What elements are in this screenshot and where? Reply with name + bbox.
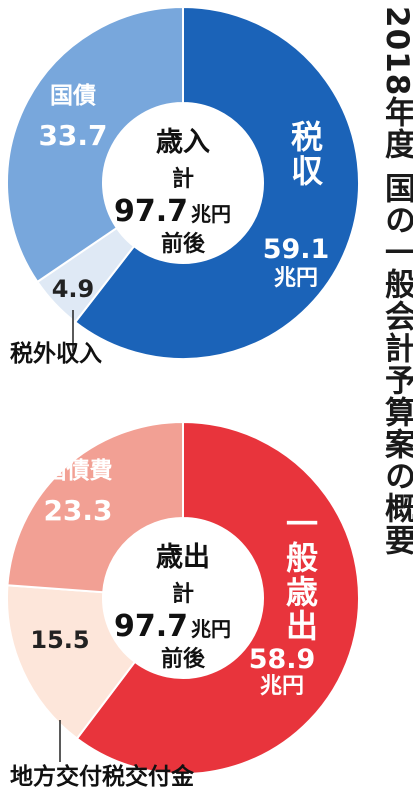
donut2-slice-1-label: 一: [286, 505, 318, 543]
donut1-slice-3: [6, 5, 184, 284]
donut1-slice-3-value: 33.7: [38, 119, 107, 152]
donut1-center-title: 歳入: [156, 127, 210, 158]
donut1-center-unit: 兆円: [191, 202, 231, 226]
donut2-slice-1-label: 般: [286, 539, 318, 577]
donut1-center-note: 前後: [161, 231, 206, 257]
donut2-slice-3: [6, 420, 184, 594]
donut2-slice-3-label: 国債費: [44, 458, 113, 484]
donut1-center-sub: 計: [172, 166, 194, 192]
donut2-slice-1: [75, 420, 360, 775]
donut1-center-total: 97.7: [114, 194, 188, 229]
chart-title: 2018年度 国の一般会計予算案の概要: [379, 6, 413, 557]
donut1-slice-1-unit: 兆円: [274, 266, 318, 291]
donut2-slice-2-value: 15.5: [30, 626, 89, 654]
donut1-slice-1: [73, 5, 360, 360]
donut2-center-note: 前後: [161, 646, 206, 672]
donut1-slice-2-value: 4.9: [52, 275, 95, 303]
donut1-slice-2-label: 税外収入: [10, 340, 102, 367]
donut2-slice-1-label: 歳: [286, 573, 318, 611]
donut2-center-unit: 兆円: [191, 617, 231, 641]
donut1-slice-1-label: 収: [291, 152, 323, 190]
donut2-slice-1-value: 58.9: [249, 644, 316, 675]
donut1-slice-1-value: 59.1: [263, 234, 330, 265]
donut2-slice-1-label: 出: [286, 607, 318, 645]
donut2-slice-1-unit: 兆円: [260, 674, 304, 699]
donut2-slice-2: [6, 584, 137, 740]
donut2-center-title: 歳出: [156, 542, 210, 573]
donut2-slice-3-value: 23.3: [43, 494, 112, 527]
donut1-slice-1-label: 税: [291, 118, 323, 156]
donut2-slice-2-label: 地方交付税交付金: [10, 763, 195, 790]
donut1-slice-3-label: 国債: [50, 83, 96, 109]
donut2-center-sub: 計: [172, 581, 194, 607]
donut2-center-total: 97.7: [114, 609, 188, 644]
